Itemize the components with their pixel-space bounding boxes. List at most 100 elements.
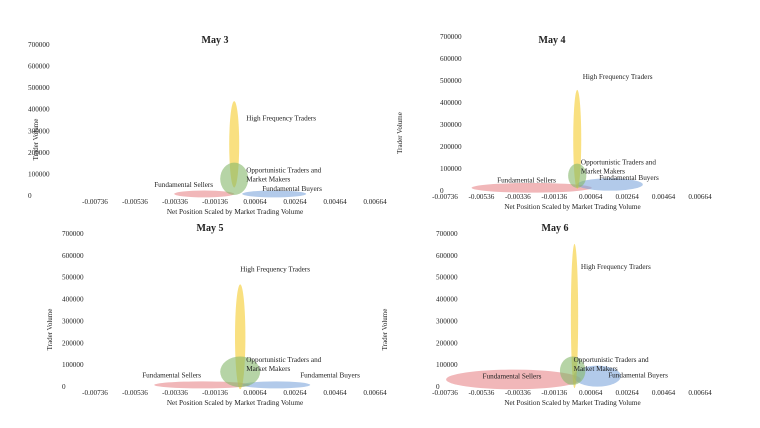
fundamental-sellers-label: Fundamental Sellers	[497, 176, 556, 184]
label-line: Market Makers	[246, 175, 290, 183]
x-tick-label: 0.00664	[363, 389, 387, 397]
x-tick-label: 0.00264	[283, 198, 307, 206]
y-axis-label: Trader Volume	[32, 119, 40, 161]
y-axis-label: Trader Volume	[396, 112, 404, 154]
opportunistic-traders-and-market-makers-ellipse	[568, 163, 587, 188]
x-tick-label: -0.00136	[202, 198, 228, 206]
y-tick-label: 0	[440, 187, 444, 195]
y-tick-label: 600000	[62, 252, 84, 260]
opportunistic-traders-and-market-makers-ellipse	[220, 356, 261, 388]
x-tick-label: -0.00536	[469, 389, 495, 397]
high-frequency-traders-ellipse	[570, 243, 579, 389]
x-tick-label: 0.00664	[688, 193, 712, 201]
x-tick-label: 0.00264	[283, 389, 307, 397]
x-axis-label: Net Position Scaled by Market Trading Vo…	[167, 208, 303, 216]
x-axis-label: Net Position Scaled by Market Trading Vo…	[167, 399, 303, 407]
y-axis-label: Trader Volume	[46, 309, 54, 351]
x-tick-label: -0.00136	[541, 389, 567, 397]
x-axis-label: Net Position Scaled by Market Trading Vo…	[504, 203, 640, 211]
x-tick-label: -0.00736	[432, 389, 458, 397]
x-tick-label: -0.00536	[122, 389, 148, 397]
y-tick-label: 500000	[440, 77, 462, 85]
x-tick-label: -0.00536	[469, 193, 495, 201]
x-tick-label: 0.00264	[615, 389, 639, 397]
x-tick-label: -0.00136	[541, 193, 567, 201]
fundamental-buyers-label: Fundamental Buyers	[608, 371, 668, 379]
y-tick-label: 400000	[440, 99, 462, 107]
y-tick-label: 0	[28, 192, 32, 200]
x-tick-label: -0.00336	[162, 198, 188, 206]
y-tick-label: 500000	[28, 84, 50, 92]
fundamental-sellers-label: Fundamental Sellers	[142, 371, 201, 379]
x-tick-label: 0.00464	[323, 198, 347, 206]
y-tick-label: 400000	[436, 296, 458, 304]
label-line: Market Makers	[574, 365, 618, 373]
y-tick-label: 100000	[440, 165, 462, 173]
x-tick-label: -0.00536	[122, 198, 148, 206]
chart-title: May 4	[539, 35, 566, 46]
y-tick-label: 200000	[436, 339, 458, 347]
high-frequency-traders-label: High Frequency Traders	[240, 265, 310, 273]
y-tick-label: 500000	[62, 274, 84, 282]
opportunistic-traders-and-market-makers-label: Opportunistic Traders and Market Makers	[246, 166, 321, 183]
y-tick-label: 100000	[436, 361, 458, 369]
y-tick-label: 600000	[28, 63, 50, 71]
fundamental-sellers-label: Fundamental Sellers	[483, 372, 542, 380]
opportunistic-traders-and-market-makers-label: Opportunistic Traders and Market Makers	[574, 356, 649, 373]
x-tick-label: -0.00736	[82, 198, 108, 206]
chart-panel-may-6: May 6 0 100000 200000 300000 400000 500000 6000…	[381, 223, 712, 407]
opportunistic-traders-and-market-makers-ellipse	[559, 356, 586, 385]
y-tick-label: 300000	[28, 127, 50, 135]
x-tick-label: 0.00464	[652, 389, 676, 397]
y-tick-label: 600000	[436, 252, 458, 260]
fundamental-buyers-ellipse	[573, 365, 621, 387]
opportunistic-traders-and-market-makers-ellipse	[220, 162, 249, 195]
label-line: Opportunistic Traders and	[574, 356, 649, 364]
y-tick-label: 0	[436, 383, 440, 391]
chart-title: May 5	[197, 223, 224, 234]
fundamental-sellers-ellipse	[446, 369, 581, 390]
y-tick-label: 100000	[28, 170, 50, 178]
fundamental-buyers-label: Fundamental Buyers	[300, 371, 360, 379]
chart-panel-may-5: May 5 0 100000 200000 300000 400000 500000 6000…	[46, 223, 387, 407]
opportunistic-traders-and-market-makers-label: Opportunistic Traders and Market Makers	[246, 356, 321, 373]
fundamental-sellers-ellipse	[174, 190, 235, 198]
chart-panel-may-4: May 4 0 100000 200000 300000 400000 500000 6000…	[396, 33, 712, 211]
y-tick-label: 400000	[62, 296, 84, 304]
y-tick-label: 0	[62, 383, 66, 391]
fundamental-buyers-ellipse	[577, 178, 643, 191]
y-tick-label: 700000	[436, 230, 458, 238]
x-tick-label: -0.00336	[505, 389, 531, 397]
y-tick-label: 700000	[440, 33, 462, 41]
y-tick-label: 400000	[28, 106, 50, 114]
x-tick-label: -0.00336	[162, 389, 188, 397]
label-line: Opportunistic Traders and	[581, 159, 656, 167]
x-tick-label: 0.00664	[688, 389, 712, 397]
opportunistic-traders-and-market-makers-label: Opportunistic Traders and Market Makers	[581, 159, 656, 176]
fundamental-buyers-label: Fundamental Buyers	[262, 185, 322, 193]
y-tick-label: 300000	[436, 317, 458, 325]
label-line: Opportunistic Traders and	[246, 356, 321, 364]
y-tick-label: 200000	[28, 149, 50, 157]
y-tick-label: 600000	[440, 55, 462, 63]
x-tick-label: 0.00064	[579, 193, 603, 201]
chart-title: May 3	[202, 35, 229, 46]
high-frequency-traders-label: High Frequency Traders	[581, 263, 651, 271]
x-tick-label: 0.00064	[243, 198, 267, 206]
y-tick-label: 300000	[62, 317, 84, 325]
x-tick-label: 0.00064	[579, 389, 603, 397]
x-tick-label: 0.00664	[363, 198, 387, 206]
y-tick-label: 200000	[62, 339, 84, 347]
y-axis-label: Trader Volume	[381, 309, 389, 351]
x-tick-label: 0.00064	[243, 389, 267, 397]
fundamental-sellers-label: Fundamental Sellers	[154, 181, 213, 189]
high-frequency-traders-label: High Frequency Traders	[246, 115, 316, 123]
x-axis-label: Net Position Scaled by Market Trading Vo…	[504, 399, 640, 407]
label-line: Market Makers	[581, 168, 625, 176]
fundamental-buyers-ellipse	[242, 381, 311, 389]
x-tick-label: -0.00336	[505, 193, 531, 201]
fundamental-buyers-ellipse	[242, 190, 307, 198]
y-tick-label: 200000	[440, 143, 462, 151]
label-line: Opportunistic Traders and	[246, 166, 321, 174]
